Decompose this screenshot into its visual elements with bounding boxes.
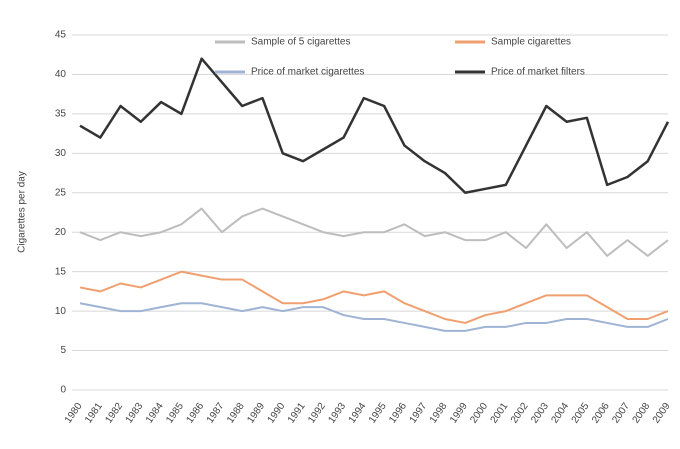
x-tick-label: 2006 <box>590 401 612 426</box>
y-tick-label: 0 <box>60 385 66 396</box>
legend-label: Sample of 5 cigarettes <box>251 37 351 48</box>
legend-label: Price of market filters <box>491 67 585 78</box>
legend-label: Price of market cigarettes <box>251 67 364 78</box>
y-tick-label: 25 <box>55 187 67 198</box>
x-tick-label: 1992 <box>306 401 328 426</box>
legend-label: Sample cigarettes <box>491 37 571 48</box>
x-tick-label: 2003 <box>529 401 551 426</box>
x-tick-label: 1982 <box>103 401 125 426</box>
x-tick-label: 2007 <box>610 401 632 426</box>
y-tick-label: 20 <box>55 227 67 238</box>
x-tick-label: 1989 <box>245 401 267 426</box>
y-tick-label: 45 <box>55 30 67 41</box>
x-tick-label: 1996 <box>387 401 409 426</box>
x-tick-label: 1987 <box>205 401 227 426</box>
series-line <box>79 207 669 257</box>
y-tick-label: 35 <box>55 109 67 120</box>
y-tick-label: 40 <box>55 69 67 80</box>
y-axis-label: Cigarettes per day <box>17 171 28 253</box>
x-tick-label: 1990 <box>266 401 288 426</box>
x-tick-label: 1985 <box>164 401 186 426</box>
x-tick-label: 1980 <box>63 401 85 426</box>
x-tick-label: 1999 <box>448 401 470 426</box>
series-line <box>79 57 670 195</box>
x-tick-label: 2002 <box>509 401 531 426</box>
x-tick-label: 1981 <box>83 401 105 426</box>
x-tick-label: 1997 <box>408 401 430 426</box>
x-tick-label: 1994 <box>347 401 369 426</box>
x-tick-label: 2000 <box>468 401 490 426</box>
x-tick-label: 1998 <box>428 401 450 426</box>
y-tick-label: 10 <box>55 306 67 317</box>
x-tick-label: 1984 <box>144 401 166 426</box>
y-tick-label: 5 <box>60 345 66 356</box>
x-tick-label: 1993 <box>326 401 348 426</box>
series-line <box>79 270 669 324</box>
x-tick-label: 2001 <box>489 401 511 426</box>
x-tick-label: 1991 <box>286 401 308 426</box>
x-tick-label: 1995 <box>367 401 389 426</box>
x-tick-label: 2008 <box>631 401 653 426</box>
x-tick-label: 2009 <box>651 401 673 426</box>
x-tick-label: 2004 <box>549 401 571 426</box>
series-line <box>79 302 669 332</box>
y-tick-label: 30 <box>55 148 67 159</box>
x-tick-label: 1986 <box>185 401 207 426</box>
y-tick-label: 15 <box>55 266 67 277</box>
x-tick-label: 1983 <box>124 401 146 426</box>
x-tick-label: 1988 <box>225 401 247 426</box>
x-tick-label: 2005 <box>570 401 592 426</box>
